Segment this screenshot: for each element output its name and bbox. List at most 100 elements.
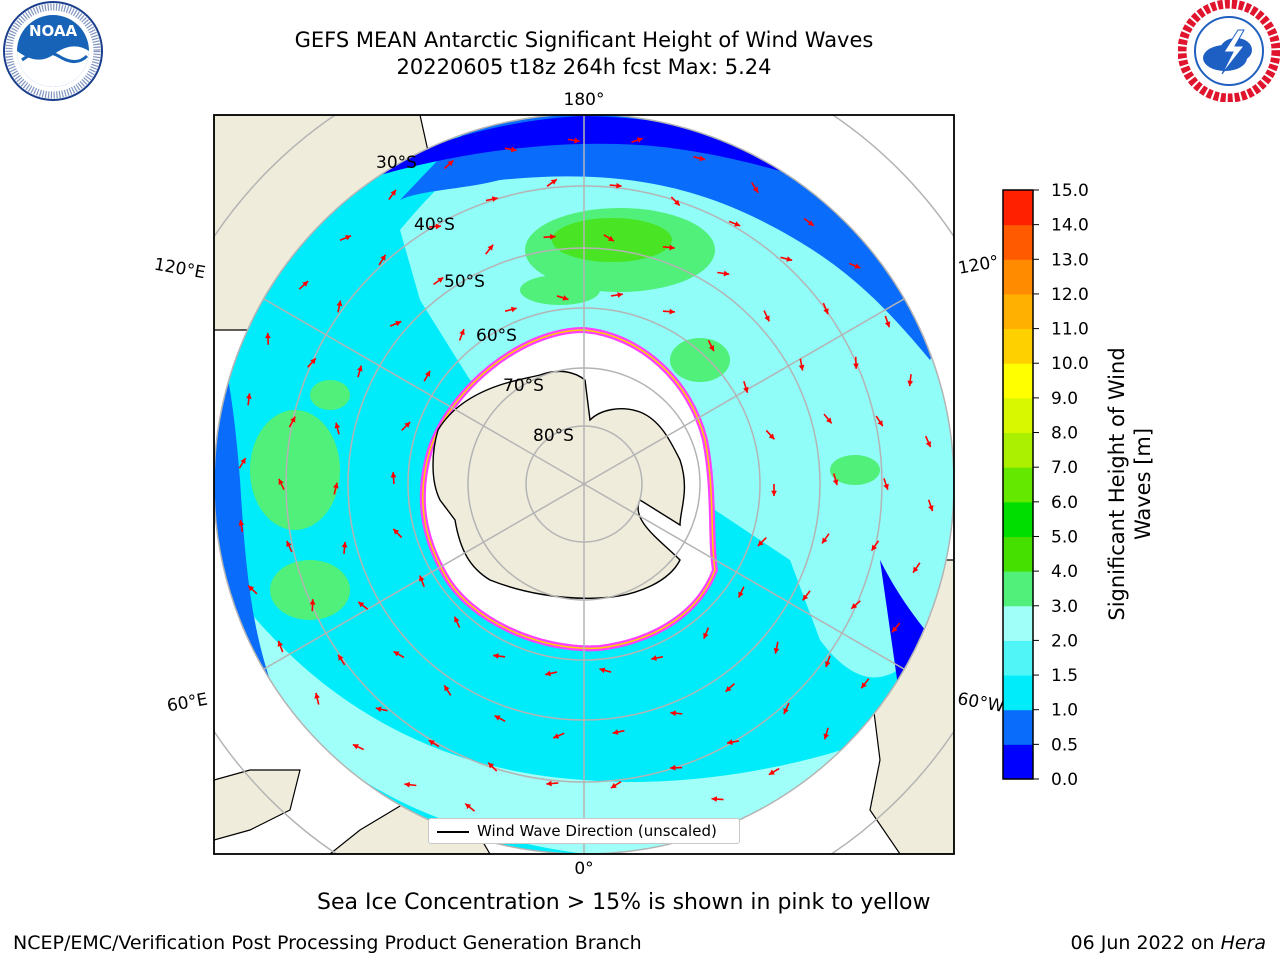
wave-arrow-head: [393, 651, 400, 657]
wave-arrow-head: [907, 380, 914, 387]
wave-arrow-head: [488, 762, 494, 769]
wave-arrow-head: [357, 365, 363, 372]
wave-arrow-head: [883, 483, 889, 490]
wave-arrow-head: [734, 221, 741, 227]
wave-arrow-head: [913, 566, 919, 573]
run-date: 06 Jun 2022 on: [1070, 932, 1221, 954]
wave-arrow-head: [240, 458, 246, 464]
antarctica-landmass: [432, 370, 686, 600]
lat-label-80s: 80°S: [533, 426, 574, 446]
colorbar-tick-label: 1.0: [1051, 701, 1078, 721]
wave-arrow-head: [928, 505, 934, 512]
wave-arrow-head: [302, 281, 309, 287]
lat-label-60s: 60°S: [476, 326, 517, 346]
legend-label: Wind Wave Direction (unscaled): [477, 822, 717, 840]
wave-arrow-head: [892, 626, 898, 633]
wave-arrow-head: [404, 421, 411, 428]
wave-arrow-head: [352, 744, 359, 750]
wave-arrow-head: [823, 733, 829, 740]
colorbar-swatch: [1003, 675, 1033, 711]
wave-arrow-head: [494, 715, 501, 721]
run-machine: Hera: [1220, 932, 1266, 954]
wave-arrow-head: [823, 308, 829, 315]
wave-arrow-head: [447, 160, 454, 167]
colorbar-tick-label: 2.0: [1051, 631, 1078, 651]
wave-arrow-head: [545, 670, 551, 677]
wave-arrow-head: [487, 244, 494, 251]
sea-ice-note: Sea Ice Concentration > 15% is shown in …: [317, 890, 931, 915]
wave-arrow-head: [599, 667, 606, 674]
wave-arrow-head: [428, 740, 435, 746]
map-frame: [213, 114, 955, 855]
wave-arrow-head: [334, 422, 341, 429]
wave-arrow-head: [807, 220, 814, 226]
wave-arrow-head: [670, 710, 676, 717]
wave-arrow-head: [314, 692, 320, 699]
wave-arrow-head: [752, 186, 759, 193]
wave-arrow-head: [510, 306, 517, 313]
wave-arrow-head: [773, 647, 780, 654]
wave-arrow-head: [345, 235, 352, 241]
colorbar-swatch: [1003, 293, 1033, 330]
wave-arrow-head: [424, 370, 431, 377]
wave-arrow-head: [395, 320, 402, 327]
wave-arrow-head: [444, 685, 450, 692]
wave-arrow-head: [616, 182, 622, 189]
wave-arrow-head: [826, 417, 832, 424]
colorbar-label-line2: Waves [m]: [1131, 428, 1155, 540]
colorbar-tick-label: 3.0: [1051, 597, 1078, 617]
colorbar-swatch: [1003, 397, 1033, 434]
wave-arrow-head: [673, 199, 680, 206]
svg-text:NOAA: NOAA: [29, 22, 78, 40]
colorbar-swatch: [1003, 744, 1033, 780]
wave-arrow-head: [723, 270, 730, 277]
wave-arrow-head: [265, 332, 271, 339]
colorbar-swatch: [1003, 571, 1033, 607]
wave-arrow-head: [491, 196, 498, 202]
colorbar-tick-label: 4.0: [1051, 562, 1078, 582]
nws-logo: [1178, 0, 1280, 102]
colorbar-swatch: [1003, 224, 1033, 260]
wave-arrow-head: [404, 781, 410, 788]
wave-arrow-head: [437, 277, 444, 283]
colorbar-tick-label: 9.0: [1051, 389, 1078, 409]
wave-arrow-head: [336, 300, 343, 307]
wave-arrow-head: [877, 420, 883, 427]
colorbar-label-line1: Significant Height of Wind: [1105, 347, 1129, 620]
colorbar-tick-label: 5.0: [1051, 527, 1078, 547]
wave-arrow-head: [617, 292, 623, 298]
wave-arrow-head: [699, 155, 706, 162]
wave-arrow-head: [550, 233, 556, 240]
wave-arrow-head: [764, 315, 770, 322]
lat-label-70s: 70°S: [503, 376, 544, 396]
colorbar-swatch: [1003, 709, 1033, 745]
wave-arrow-head: [703, 632, 709, 639]
wave-arrow-head: [248, 585, 255, 592]
colorbar-swatch: [1003, 501, 1033, 537]
wave-arrow-head: [607, 235, 614, 242]
wave-arrow-head: [768, 769, 775, 775]
colorbar-swatch: [1003, 640, 1033, 676]
colorbar-tick-label: 8.0: [1051, 424, 1078, 444]
colorbar-tick-label: 0.5: [1051, 735, 1078, 755]
wave-arrow-head: [553, 733, 560, 739]
wave-arrow-head: [725, 686, 732, 692]
lon-label-60w: 60°W: [956, 689, 1006, 717]
wave-arrow-head: [310, 358, 316, 365]
wave-arrow-head: [309, 599, 316, 605]
colorbar-frame: [1002, 189, 1034, 780]
wave-arrow-head: [286, 540, 292, 547]
wave-arrow-head: [757, 540, 764, 547]
colorbar-tick-label: 0.0: [1051, 770, 1078, 790]
wave-arrow-head: [825, 661, 831, 668]
map-subtitle: 20220605 t18z 264h fcst Max: 5.24: [396, 55, 772, 79]
wave-arrow-head: [277, 640, 283, 647]
wave-arrow-head: [435, 223, 442, 230]
wave-arrow-head: [851, 603, 858, 609]
wave-arrow-head: [454, 616, 460, 623]
wave-arrow-head: [562, 295, 569, 301]
run-info: 06 Jun 2022 on Hera: [1071, 932, 1266, 954]
wave-arrow-head: [612, 729, 619, 735]
wave-arrow-head: [783, 708, 789, 715]
